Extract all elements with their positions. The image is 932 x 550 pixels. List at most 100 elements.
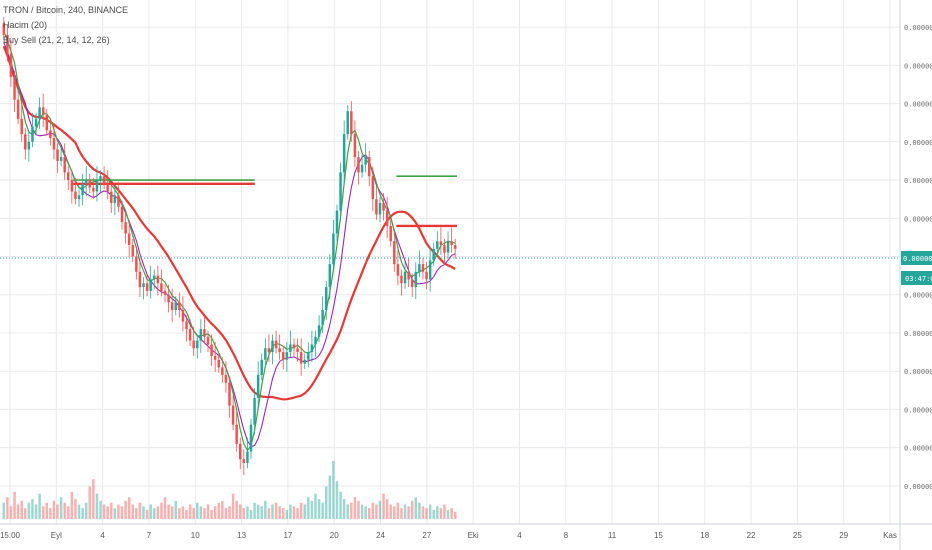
volume-bar bbox=[350, 502, 353, 519]
volume-bar bbox=[221, 500, 224, 519]
volume-bar bbox=[385, 499, 389, 519]
candle-body bbox=[145, 283, 149, 291]
candle-body bbox=[238, 443, 242, 460]
volume-bar bbox=[145, 509, 149, 519]
volume-bar bbox=[335, 480, 339, 519]
time-tick-label: 15:00 bbox=[0, 531, 21, 540]
candle-body bbox=[92, 187, 95, 192]
volume-bar bbox=[292, 506, 296, 519]
legend-symbol[interactable]: TRON / Bitcoin, 240, BINANCE bbox=[3, 5, 129, 15]
candle-body bbox=[292, 344, 296, 349]
time-tick-label: 13 bbox=[237, 531, 246, 540]
volume-bar bbox=[436, 506, 439, 519]
time-tick-label: Eki bbox=[468, 531, 479, 540]
volume-bar bbox=[16, 504, 20, 519]
candle-body bbox=[274, 340, 278, 349]
time-axis[interactable]: 15:00 Eyl 4 7 10 13 17 20 24 27 Eki 4 8 11 15 18 22 25 29 K… bbox=[0, 531, 897, 540]
volume-bar bbox=[310, 500, 314, 519]
volume-bar bbox=[332, 461, 335, 519]
candle-body bbox=[414, 271, 418, 288]
candle-body bbox=[242, 459, 246, 463]
volume-bar bbox=[52, 500, 56, 519]
candle-body bbox=[156, 275, 160, 284]
candle-body bbox=[181, 310, 185, 322]
volume-bar bbox=[260, 506, 263, 519]
volume-bar bbox=[249, 509, 253, 519]
candle-body bbox=[432, 248, 435, 261]
volume-bar bbox=[321, 502, 324, 519]
volume-bar bbox=[242, 508, 246, 519]
candle-body bbox=[34, 118, 38, 127]
volume-bar bbox=[231, 493, 235, 519]
time-tick-label: 29 bbox=[839, 531, 848, 540]
candle-body bbox=[278, 348, 281, 353]
candle-body bbox=[389, 225, 392, 242]
volume-bar bbox=[13, 491, 16, 519]
candle-body bbox=[6, 34, 9, 54]
candle-body bbox=[299, 352, 303, 364]
time-tick-label: 15 bbox=[654, 531, 663, 540]
volume-bar bbox=[364, 506, 367, 519]
time-tick-label: 11 bbox=[608, 531, 617, 540]
volume-bar bbox=[400, 508, 403, 519]
volume-bar bbox=[185, 509, 188, 519]
candle-body bbox=[400, 275, 403, 284]
candle-body bbox=[213, 355, 217, 360]
volume-bar bbox=[188, 504, 192, 519]
volume-bar bbox=[360, 504, 364, 519]
volume-bar bbox=[353, 497, 357, 519]
candle-body bbox=[131, 245, 135, 257]
candle-body bbox=[113, 195, 117, 203]
candle-body bbox=[307, 352, 310, 360]
time-tick-label: Kas bbox=[883, 531, 897, 540]
volume-bar bbox=[181, 506, 185, 519]
volume-bar bbox=[367, 508, 371, 519]
candle-body bbox=[410, 279, 414, 288]
volume-bar bbox=[371, 502, 375, 519]
volume-bar bbox=[393, 506, 396, 519]
time-tick-label: 27 bbox=[422, 531, 431, 540]
volume-bar bbox=[45, 502, 49, 519]
candle-body bbox=[339, 172, 342, 211]
volume-bar bbox=[357, 500, 360, 519]
candle-body bbox=[425, 271, 428, 280]
time-tick-label: 4 bbox=[517, 531, 522, 540]
volume-bar bbox=[439, 508, 443, 519]
price-tick-label: 0.00000320 bbox=[904, 292, 932, 300]
candle-body bbox=[296, 348, 299, 353]
volume-bar bbox=[88, 486, 92, 519]
volume-bar bbox=[389, 504, 392, 519]
candle-body bbox=[59, 157, 63, 161]
volume-bar bbox=[421, 506, 425, 519]
volume-bar bbox=[285, 509, 289, 519]
price-tick-label: 0.00000280 bbox=[904, 445, 932, 453]
volume-bar bbox=[113, 508, 117, 519]
candle-body bbox=[443, 245, 446, 253]
candle-body bbox=[407, 271, 410, 280]
volume-bar bbox=[450, 508, 453, 519]
legend-indicator[interactable]: Buy Sell (21, 2, 14, 12, 26) bbox=[3, 35, 110, 45]
candle-body bbox=[24, 134, 27, 150]
volume-bar bbox=[142, 506, 145, 519]
candle-body bbox=[453, 245, 457, 249]
volume-bar bbox=[6, 497, 9, 519]
candle-body bbox=[106, 183, 109, 192]
volume-bar bbox=[403, 504, 407, 519]
last-price-tag: 0.00000332 bbox=[901, 251, 932, 265]
volume-bar bbox=[235, 500, 238, 519]
time-tick-label: 20 bbox=[330, 531, 339, 540]
volume-bar bbox=[382, 493, 385, 519]
candle-body bbox=[127, 233, 131, 246]
candle-body bbox=[256, 375, 260, 398]
legend-volume[interactable]: Hacim (20) bbox=[3, 20, 48, 30]
volume-bar bbox=[307, 497, 310, 519]
candle-body bbox=[360, 164, 364, 173]
time-tick-label: 22 bbox=[747, 531, 756, 540]
volume-bar bbox=[138, 502, 142, 519]
price-tick-label: 0.00000380 bbox=[904, 62, 932, 70]
candle-body bbox=[224, 375, 228, 383]
candle-body bbox=[382, 202, 385, 211]
candle-body bbox=[253, 397, 256, 425]
price-tick-label: 0.00000370 bbox=[904, 101, 932, 109]
